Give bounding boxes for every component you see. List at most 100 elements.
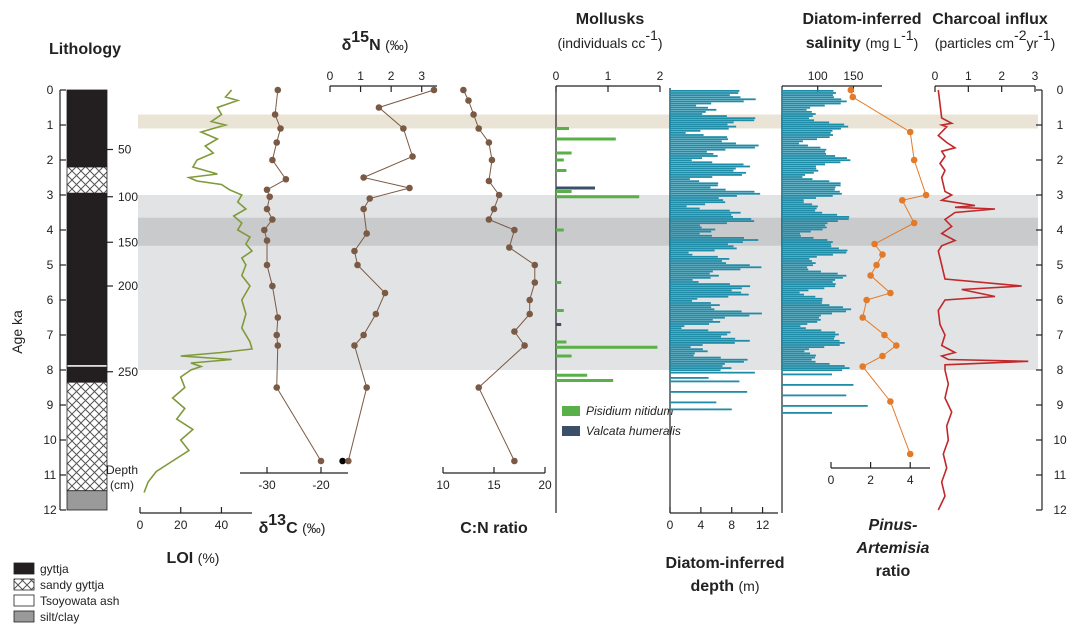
salinity-bar (782, 243, 831, 246)
depth-bar (670, 167, 736, 170)
d13c-point (261, 226, 268, 234)
depth-bar (670, 211, 741, 214)
cn-point (511, 457, 518, 465)
depth-tick-label: 8 (728, 518, 735, 532)
age-tick-label: 9 (1057, 398, 1064, 412)
depth-bar (670, 350, 708, 353)
depth-bar (670, 174, 743, 176)
cn-point (490, 205, 498, 213)
shaded-bands (138, 114, 1038, 370)
salinity-bar (782, 358, 812, 361)
depth-bar (670, 333, 728, 336)
age-tick-label: 6 (47, 293, 54, 307)
mollusk-legend-label: Pisidium nitidum (586, 404, 673, 418)
legend-label: silt/clay (40, 610, 79, 624)
depth-bar (670, 251, 689, 254)
salinity-bar (782, 192, 842, 195)
lithology-unit (66, 381, 108, 492)
d13c-point (273, 331, 281, 339)
salinity-bar (782, 405, 868, 407)
depth-bar (670, 132, 686, 134)
pine-point (906, 128, 914, 136)
age-tick-label: 3 (47, 188, 54, 202)
d15n-point (372, 310, 380, 318)
salinity-bar (782, 237, 814, 239)
d15n-point (381, 289, 389, 297)
pine-point (881, 331, 888, 339)
pine-tick-label: 2 (867, 473, 874, 487)
loi-tick-label: 40 (215, 518, 229, 532)
depth-bar (670, 268, 741, 271)
pine-point (887, 289, 894, 297)
mollusk-bar (556, 309, 564, 312)
mollusk-bar (556, 195, 640, 199)
lithology-title: Lithology (49, 41, 121, 58)
mollusks-tick-label: 2 (657, 69, 664, 83)
depth-bar (670, 293, 749, 296)
salinity-bar (782, 146, 821, 149)
d15n-point (366, 195, 374, 202)
depth-bar (670, 295, 729, 298)
d13c-point (282, 175, 290, 183)
age-tick-label: 1 (1057, 118, 1064, 132)
pine-title2: Artemisia (856, 540, 930, 557)
depth-bar (670, 285, 751, 288)
salinity-bar (782, 167, 817, 170)
salinity-bar (782, 230, 811, 233)
depth-bar (670, 108, 717, 111)
salinity-bar (782, 323, 808, 325)
age-tick-label: 5 (47, 258, 54, 272)
charcoal-tick-label: 1 (965, 69, 972, 83)
depth-bar (670, 245, 734, 248)
depth-bar (670, 104, 697, 107)
salinity-bar (782, 176, 803, 178)
salinity-bar (782, 314, 821, 317)
salinity-bar (782, 113, 816, 115)
depth-bar (670, 226, 702, 229)
depth-bar (670, 337, 736, 340)
panel-titles: LOI (%) δ13C (‰) δ15N (‰) C:N ratio Mollusks… (167, 11, 1056, 595)
depth-bar (670, 270, 713, 273)
salinity-bar (782, 165, 816, 168)
depth-bar (670, 323, 710, 325)
depth-bar (670, 195, 737, 197)
cn-point (485, 216, 493, 223)
depth-bar (670, 344, 703, 346)
salinity-bar (782, 249, 848, 252)
depth-bar (670, 352, 695, 355)
salinity-bar (782, 115, 813, 117)
salinity-bar (782, 287, 825, 290)
charcoal-line (937, 89, 1029, 511)
d15n-tick-label: 3 (418, 69, 425, 83)
salinity-bar (782, 295, 816, 298)
salinity-bar (782, 331, 836, 334)
salinity-bar (782, 197, 817, 199)
salinity-bar (782, 232, 801, 235)
salinity-bar (782, 285, 836, 288)
depth-bar (670, 155, 718, 157)
depth-bar (670, 94, 730, 96)
depth-bar (670, 146, 755, 149)
depth-title2: depth (m) (691, 578, 760, 595)
d13c-point (263, 261, 271, 269)
depth-bar (670, 98, 756, 101)
age-tick-label: 5 (1057, 258, 1064, 272)
mollusk-bar (556, 379, 614, 382)
cn-tick-label: 10 (436, 478, 450, 492)
depth-bar (670, 207, 700, 210)
depth-bar (670, 125, 737, 128)
salinity-bar (782, 203, 813, 206)
salinity-bar (782, 302, 822, 304)
salinity-bar (782, 134, 834, 136)
loi-title: LOI (%) (167, 550, 220, 567)
d15n-point (360, 331, 367, 339)
depth-bar (670, 302, 711, 304)
salinity-bar (782, 205, 818, 208)
salinity-bar (782, 354, 816, 357)
depth-bar (670, 358, 748, 361)
salinity-bar (782, 279, 836, 281)
mollusk-bar (556, 281, 562, 284)
depth-bar (670, 157, 703, 159)
age-tick-label: 9 (47, 398, 54, 412)
